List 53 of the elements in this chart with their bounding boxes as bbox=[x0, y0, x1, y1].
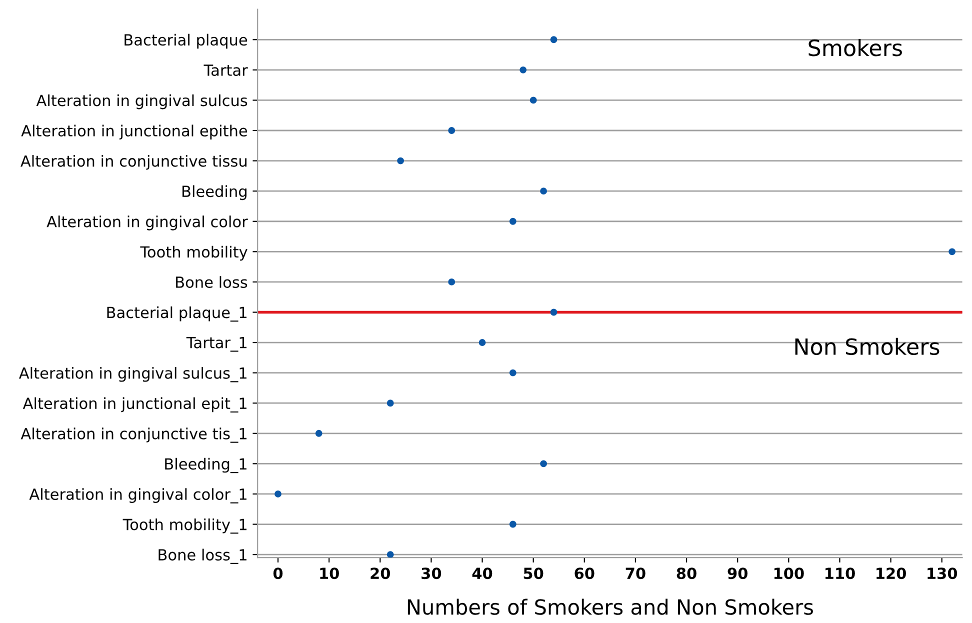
y-tick-label: Alteration in junctional epithe bbox=[21, 124, 248, 140]
y-tick-label: Tooth mobility_1 bbox=[122, 518, 246, 534]
y-tick-label: Bone loss_1 bbox=[158, 548, 246, 564]
y-tick-label: Alteration in junctional epit_1 bbox=[22, 397, 246, 413]
x-axis-title: Numbers of Smokers and Non Smokers bbox=[408, 598, 813, 615]
point bbox=[540, 460, 548, 468]
point bbox=[386, 400, 394, 407]
x-tick-label: 30 bbox=[422, 568, 442, 580]
x-tick-label: 60 bbox=[574, 568, 594, 580]
y-tick-label: Alteration in gingival sulcus_1 bbox=[18, 367, 246, 382]
point bbox=[448, 127, 456, 134]
point bbox=[520, 66, 527, 74]
x-tick-label: 110 bbox=[826, 568, 855, 580]
annotation: Non Smokers bbox=[795, 338, 940, 356]
annotation: Smokers bbox=[808, 39, 902, 56]
y-tick-label: Tartar_1 bbox=[186, 336, 246, 352]
y-tick-label: Bone loss bbox=[176, 276, 248, 288]
x-tick-label: 130 bbox=[928, 568, 958, 580]
x-tick-label: 40 bbox=[472, 568, 492, 580]
point bbox=[274, 490, 282, 498]
x-tick-label: 0 bbox=[273, 568, 283, 580]
x-tick-label: 20 bbox=[370, 568, 390, 580]
y-tick-label: Alteration in gingival sulcus bbox=[36, 94, 248, 110]
point bbox=[509, 520, 516, 528]
point bbox=[386, 551, 394, 558]
x-tick-label: 70 bbox=[626, 568, 646, 580]
point bbox=[540, 188, 548, 195]
point bbox=[550, 36, 558, 44]
x-tick-label: 50 bbox=[524, 568, 544, 580]
y-tick-label: Alteration in gingival color_1 bbox=[29, 488, 246, 504]
x-tick-label: 80 bbox=[676, 568, 696, 580]
x-tick-label: 120 bbox=[876, 568, 906, 580]
point bbox=[509, 369, 516, 376]
x-tick-label: 100 bbox=[774, 568, 804, 580]
y-tick-label: Bacterial plaque_1 bbox=[107, 306, 246, 322]
y-tick-label: Bacterial plaque bbox=[124, 34, 248, 49]
y-tick-label: Bleeding bbox=[182, 185, 246, 200]
point bbox=[448, 278, 456, 286]
y-tick-label: Alteration in conjunctive tissu bbox=[20, 154, 246, 170]
y-tick-label: Tooth mobility bbox=[140, 246, 248, 261]
point bbox=[397, 157, 404, 164]
point bbox=[478, 339, 486, 346]
y-tick-label: Alteration in gingival color bbox=[46, 216, 248, 230]
x-tick-label: 10 bbox=[320, 568, 339, 580]
point bbox=[509, 218, 516, 225]
y-tick-label: Alteration in conjunctive tis_1 bbox=[20, 428, 246, 443]
y-tick-label: Bleeding_1 bbox=[165, 458, 246, 474]
x-tick-label: 90 bbox=[728, 568, 748, 580]
point bbox=[948, 248, 956, 256]
point bbox=[550, 308, 558, 316]
y-tick-label: Tartar bbox=[204, 64, 248, 76]
point bbox=[530, 96, 537, 104]
point bbox=[315, 430, 322, 437]
